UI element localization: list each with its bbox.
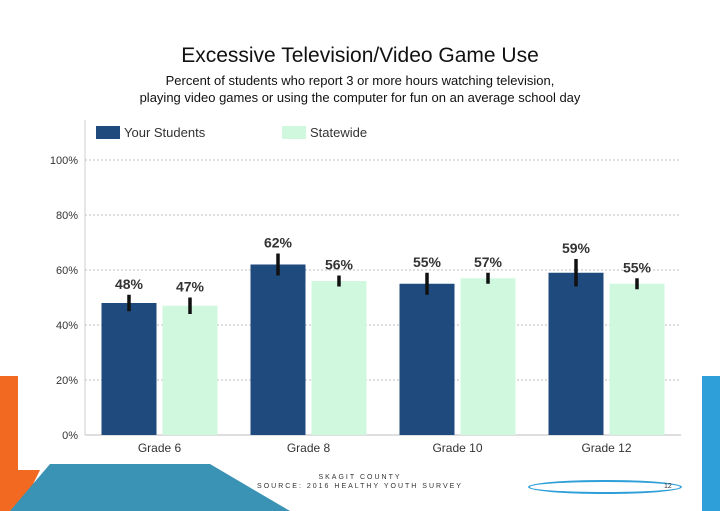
y-tick-label: 60% <box>56 265 78 277</box>
bar-statewide <box>460 278 516 435</box>
legend-label-statewide: Statewide <box>310 125 367 140</box>
data-label: 57% <box>474 254 503 270</box>
data-label: 62% <box>264 235 293 251</box>
slide-title: Excessive Television/Video Game Use <box>181 44 539 67</box>
bar-your-students <box>101 303 157 435</box>
data-label: 55% <box>623 259 652 275</box>
legend-swatch-your-students <box>96 126 120 139</box>
data-label: 47% <box>176 279 205 295</box>
blue-accent-block <box>702 376 720 511</box>
footer-source: SOURCE: 2016 HEALTHY YOUTH SURVEY <box>257 483 463 490</box>
slide-footer: SKAGIT COUNTY SOURCE: 2016 HEALTHY YOUTH… <box>250 473 470 491</box>
data-label: 55% <box>413 254 442 270</box>
data-label: 59% <box>562 240 591 256</box>
x-tick-label: Grade 10 <box>432 441 482 455</box>
bar-statewide <box>162 305 218 435</box>
data-label: 48% <box>115 276 144 292</box>
page-number: 12 <box>664 483 672 490</box>
y-tick-label: 40% <box>56 320 78 332</box>
page-number-oval <box>528 480 682 494</box>
x-tick-label: Grade 8 <box>287 441 331 455</box>
subtitle-line-1: Percent of students who report 3 or more… <box>165 73 555 88</box>
slide-subtitle: Percent of students who report 3 or more… <box>60 72 660 106</box>
bar-statewide <box>609 283 665 435</box>
legend-swatch-statewide <box>282 126 306 139</box>
y-tick-label: 100% <box>50 155 78 167</box>
bar-statewide <box>311 281 367 435</box>
y-tick-label: 0% <box>62 430 78 442</box>
x-tick-label: Grade 12 <box>581 441 631 455</box>
chart-panel: 0% 20% 40% 60% 80% 100% Your Students Statewide… <box>18 118 702 464</box>
y-tick-label: 20% <box>56 375 78 387</box>
y-tick-label: 80% <box>56 210 78 222</box>
bar-your-students <box>548 272 604 435</box>
bar-your-students <box>250 264 306 435</box>
subtitle-line-2: playing video games or using the compute… <box>139 90 581 105</box>
bar-chart: 0% 20% 40% 60% 80% 100% Your Students Statewide… <box>50 120 681 455</box>
data-label: 56% <box>325 257 354 273</box>
bar-your-students <box>399 283 455 435</box>
legend-label-your-students: Your Students <box>124 125 206 140</box>
footer-county: SKAGIT COUNTY <box>318 474 402 481</box>
x-tick-label: Grade 6 <box>138 441 182 455</box>
